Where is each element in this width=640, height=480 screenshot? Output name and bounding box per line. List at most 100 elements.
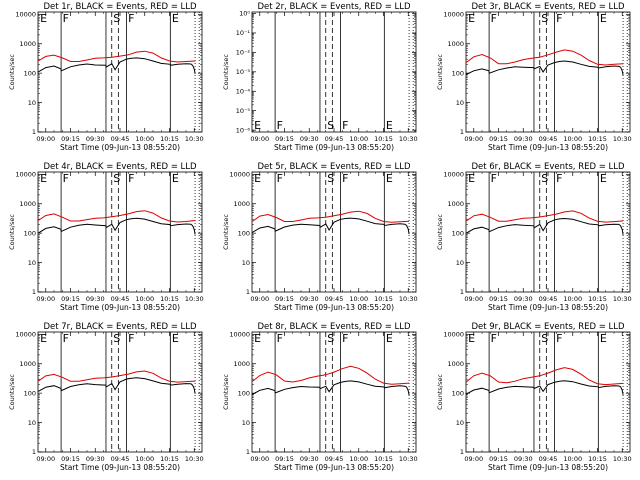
x-tick-label: 10:30 — [185, 135, 204, 143]
y-tick-label: 1 — [246, 448, 250, 456]
y-tick-label: 10 — [456, 259, 464, 267]
y-tick-label: 1000 — [19, 360, 36, 368]
y-tick-label: 10⁻³ — [236, 68, 251, 76]
x-axis-label: Start Time (09-Jun-13 08:55:20) — [60, 303, 180, 312]
y-tick-label: 100 — [238, 389, 250, 397]
marker-label: F — [556, 172, 562, 185]
x-tick-label: 09:30 — [300, 455, 319, 463]
x-tick-label: 10:30 — [399, 295, 418, 303]
x-tick-label: 09:00 — [36, 135, 55, 143]
x-tick-label: 09:30 — [514, 295, 533, 303]
y-tick-label: 10 — [456, 99, 464, 107]
y-tick-label: 10 — [242, 259, 250, 267]
marker-label: E — [40, 12, 47, 25]
x-tick-label: 09:30 — [514, 135, 533, 143]
x-tick-label: 10:15 — [588, 135, 607, 143]
x-tick-label: 09:15 — [275, 295, 294, 303]
y-axis-label: Counts/sec — [436, 54, 444, 90]
series-events-line — [251, 380, 410, 396]
series-lld-line — [37, 50, 196, 63]
marker-label: F — [128, 172, 134, 185]
panel-title: Det 2r, BLACK = Events, RED = LLD — [257, 2, 411, 12]
marker-label: E — [254, 332, 261, 345]
panel-title: Det 9r, BLACK = Events, RED = LLD — [471, 322, 625, 332]
panel-det-9: Det 9r, BLACK = Events, RED = LLD 1 10 100 1… — [436, 322, 632, 472]
x-tick-label: 10:30 — [613, 295, 632, 303]
panel-det-6: Det 6r, BLACK = Events, RED = LLD 1 10 100 1… — [436, 162, 632, 312]
y-tick-label: 1 — [32, 288, 36, 296]
x-tick-label: 10:00 — [563, 295, 582, 303]
series-lld-line — [251, 210, 410, 223]
series-events-line — [37, 217, 196, 235]
marker-label: E — [254, 172, 261, 185]
marker-label: F — [63, 12, 69, 25]
marker-label: F — [491, 332, 497, 345]
y-tick-label: 10000 — [443, 11, 464, 19]
y-tick-label: 10000 — [443, 171, 464, 179]
marker-label: S — [541, 332, 548, 345]
marker-label: F — [128, 12, 134, 25]
marker-label: F — [128, 332, 134, 345]
x-tick-label: 09:15 — [275, 135, 294, 143]
x-tick-label: 09:45 — [325, 295, 344, 303]
marker-label: F — [556, 12, 562, 25]
x-tick-label: 09:45 — [539, 295, 558, 303]
y-axis-label: Counts/sec — [8, 54, 16, 90]
marker-label: F — [63, 172, 69, 185]
y-axis-label: Counts/sec — [436, 374, 444, 410]
x-tick-label: 10:30 — [185, 295, 204, 303]
y-tick-label: 1 — [32, 128, 36, 136]
x-tick-label: 09:45 — [111, 135, 130, 143]
y-tick-label: 1 — [460, 128, 464, 136]
x-axis-label: Start Time (09-Jun-13 08:55:20) — [488, 463, 608, 472]
panel-det-1: Det 1r, BLACK = Events, RED = LLD 1 10 100 1… — [8, 2, 204, 152]
marker-label: E — [468, 172, 475, 185]
y-tick-label: 100 — [452, 389, 464, 397]
marker-label: S — [113, 172, 120, 185]
marker-label: F — [342, 332, 348, 345]
x-axis-label: Start Time (09-Jun-13 08:55:20) — [60, 143, 180, 152]
x-tick-label: 09:30 — [86, 295, 105, 303]
x-axis-label: Start Time (09-Jun-13 08:55:20) — [488, 143, 608, 152]
plot-frame — [465, 11, 631, 133]
x-tick-label: 09:00 — [250, 135, 269, 143]
x-tick-label: 09:00 — [464, 295, 483, 303]
marker-label: S — [327, 332, 334, 345]
marker-label: F — [556, 332, 562, 345]
y-tick-label: 10000 — [443, 331, 464, 339]
x-tick-label: 09:45 — [111, 455, 130, 463]
x-tick-label: 10:00 — [135, 455, 154, 463]
y-axis-label: Counts/sec — [222, 54, 230, 90]
marker-label: F — [277, 332, 283, 345]
series-events-line — [37, 57, 196, 74]
x-tick-label: 10:15 — [588, 455, 607, 463]
x-tick-label: 09:30 — [86, 135, 105, 143]
panel-title: Det 6r, BLACK = Events, RED = LLD — [471, 162, 625, 172]
y-tick-label: 1000 — [447, 40, 464, 48]
x-tick-label: 09:45 — [325, 455, 344, 463]
marker-label: F — [342, 172, 348, 185]
x-tick-label: 09:00 — [464, 135, 483, 143]
y-tick-label: 1000 — [447, 200, 464, 208]
marker-label: S — [113, 12, 120, 25]
y-tick-label: 10 — [28, 259, 36, 267]
x-tick-label: 09:45 — [325, 135, 344, 143]
plot-frame — [251, 171, 417, 293]
x-tick-label: 10:00 — [563, 135, 582, 143]
y-tick-label: 1 — [460, 288, 464, 296]
x-axis-label: Start Time (09-Jun-13 08:55:20) — [488, 303, 608, 312]
series-events-line — [465, 217, 624, 235]
series-lld-line — [37, 210, 196, 223]
marker-label: E — [172, 332, 179, 345]
y-tick-label: 10⁰ — [239, 10, 250, 18]
y-axis-label: Counts/sec — [436, 214, 444, 250]
x-tick-label: 09:30 — [86, 455, 105, 463]
marker-label: E — [468, 332, 475, 345]
x-tick-label: 10:00 — [349, 135, 368, 143]
x-tick-label: 09:15 — [489, 455, 508, 463]
x-tick-label: 10:00 — [349, 455, 368, 463]
marker-label: E — [172, 172, 179, 185]
y-tick-label: 10000 — [15, 171, 36, 179]
panel-title: Det 4r, BLACK = Events, RED = LLD — [43, 162, 197, 172]
